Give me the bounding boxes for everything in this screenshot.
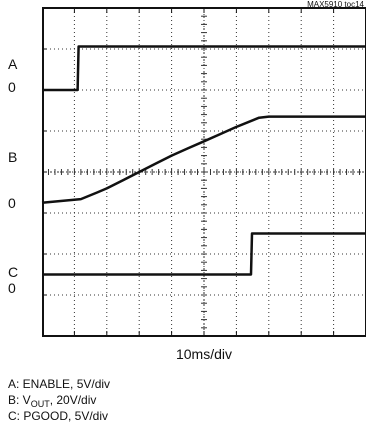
- channel-c-label: C: [8, 264, 19, 280]
- legend-b-suffix: , 20V/div: [49, 393, 97, 407]
- legend-b-subscript: OUT: [30, 399, 50, 409]
- trace-channel-c: [42, 232, 366, 276]
- legend-entry-a: A: ENABLE, 5V/div: [8, 377, 111, 391]
- figure-id: MAX5910 toc14: [307, 0, 364, 9]
- timebase-label: 10ms/div: [175, 346, 233, 362]
- channel-a-label: A: [8, 56, 18, 72]
- legend-b-signal: V: [22, 393, 31, 407]
- legend-b-prefix: B:: [8, 393, 23, 407]
- trace-channel-a: [42, 45, 366, 92]
- legend-entry-b: B: VOUT, 20V/div: [8, 392, 110, 409]
- channel-b-label: B: [8, 149, 18, 165]
- channel-b-zero-label: 0: [8, 195, 16, 211]
- plot-frame: [42, 7, 366, 337]
- channel-legend: A: ENABLE, 5V/div B: VOUT, 20V/div C: PG…: [8, 376, 110, 424]
- trace-channel-b: [41, 115, 366, 205]
- legend-entry-c: C: PGOOD, 5V/div: [8, 409, 109, 423]
- scope-plot: [41, 7, 366, 337]
- channel-c-zero-label: 0: [8, 280, 16, 296]
- channel-a-zero-label: 0: [8, 79, 16, 95]
